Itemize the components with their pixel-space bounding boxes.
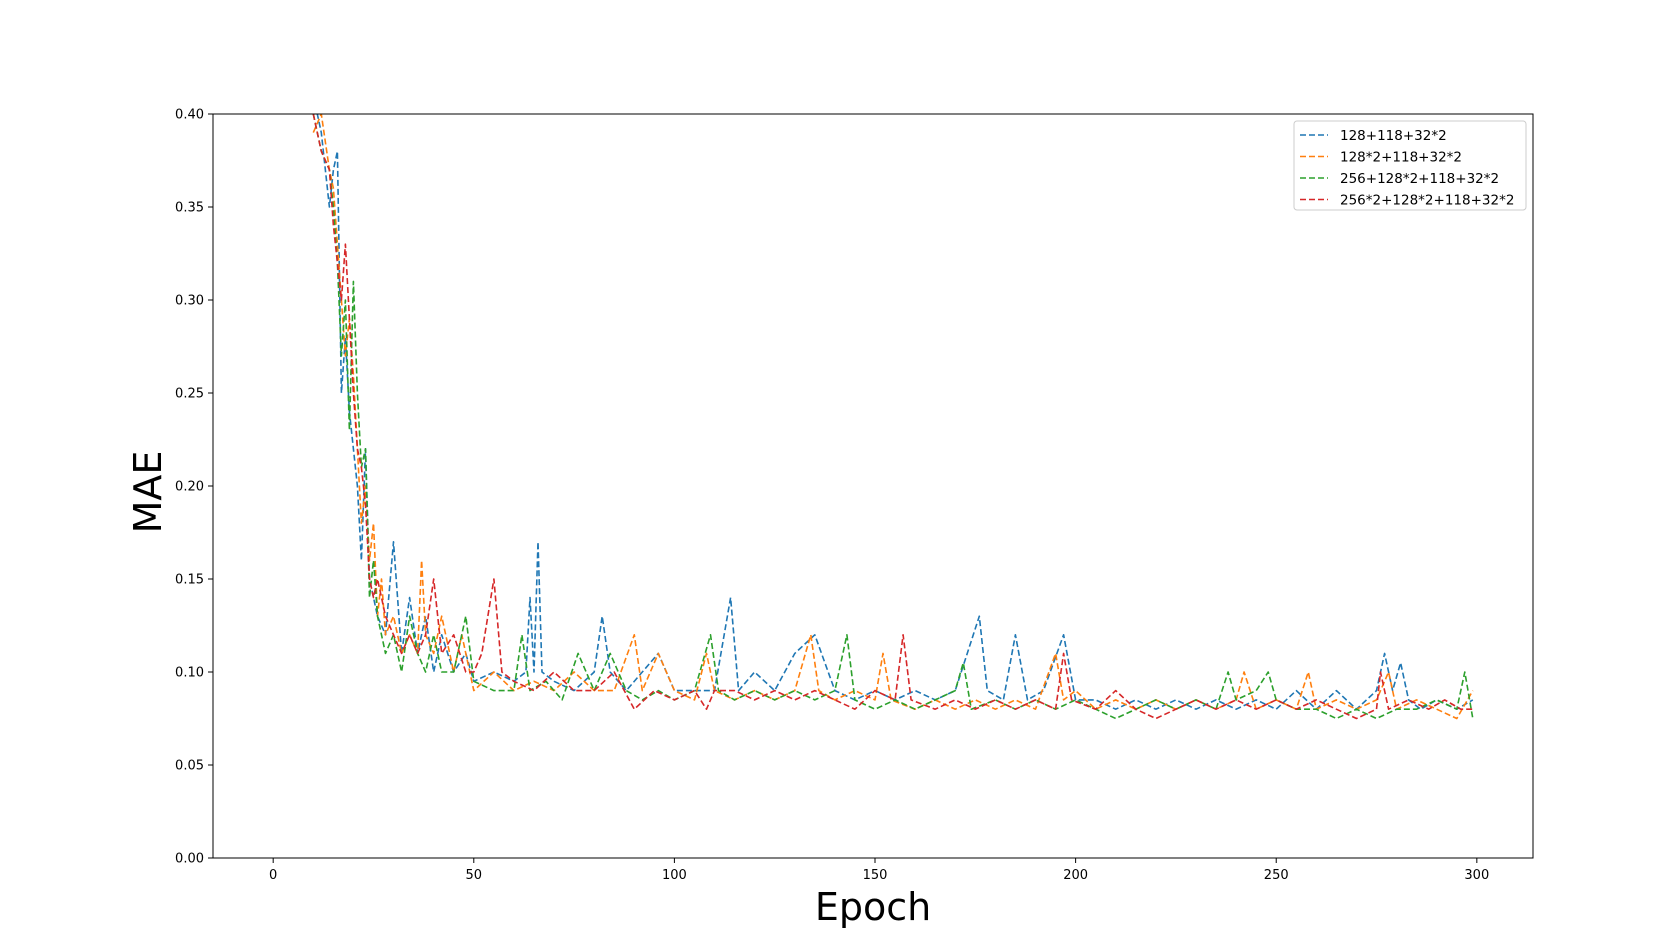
plot-frame [212, 113, 1534, 859]
y-tick-label: 0.40 [175, 108, 204, 123]
series-line-1 [316, 114, 1474, 710]
x-tick-label: 300 [1464, 868, 1489, 883]
x-tick-label: 200 [1063, 868, 1088, 883]
legend-label: 128+118+32*2 [1340, 128, 1447, 144]
series-line-4 [312, 114, 1473, 720]
y-tick-label: 0.30 [175, 294, 204, 309]
legend-label: 256*2+128*2+118+32*2 [1340, 193, 1514, 209]
series-layer [312, 114, 1474, 720]
x-axis-title: Epoch [815, 885, 931, 929]
x-tick-label: 150 [863, 868, 888, 883]
y-tick-label: 0.05 [175, 759, 204, 774]
y-tick-label: 0.00 [175, 852, 204, 867]
y-tick-label: 0.10 [175, 666, 204, 681]
y-tick-label: 0.35 [175, 201, 204, 216]
y-tick-label: 0.25 [175, 387, 204, 402]
x-axis: 0 50 100 150 200 250 300 [269, 858, 1489, 883]
y-tick-label: 0.15 [175, 573, 204, 588]
x-tick-label: 0 [269, 868, 277, 883]
y-axis: 0.00 0.05 0.10 0.15 0.20 0.25 0.30 0.35 0.40 [175, 108, 213, 867]
x-tick-label: 250 [1264, 868, 1289, 883]
legend-label: 256+128*2+118+32*2 [1340, 171, 1499, 187]
y-tick-label: 0.20 [175, 480, 204, 495]
legend-box [1293, 120, 1527, 211]
legend-label: 128*2+118+32*2 [1340, 150, 1462, 166]
legend: 128+118+32*2 128*2+118+32*2 256+128*2+118+… [1293, 120, 1527, 211]
y-axis-title: MAE [126, 451, 170, 534]
x-tick-label: 50 [466, 868, 483, 883]
x-tick-label: 100 [662, 868, 687, 883]
series-line-3 [312, 114, 1474, 720]
